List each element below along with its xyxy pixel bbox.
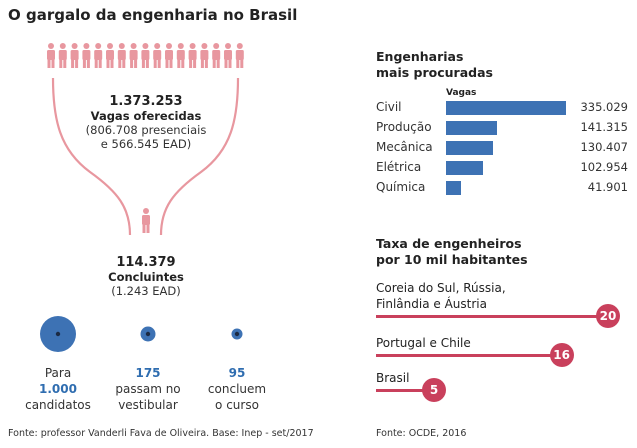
source-right: Fonte: OCDE, 2016 [376,428,467,439]
circle-2-line3: vestibular [118,398,178,412]
bar [446,141,493,155]
people-row [47,43,244,68]
vagas-column-header: Vagas [446,88,477,98]
vagas-label: Vagas oferecidas [90,109,202,123]
vagas-total: 1.373.253 [109,94,183,109]
rate-category-line: Coreia do Sul, Rússia, [376,281,506,295]
person-icon [94,43,103,68]
circle-3-line2: concluem [207,382,267,396]
rate-category-label: Coreia do Sul, Rússia, Finlândia e Áustri… [376,280,506,312]
circle-label-2: 175 passam no vestibular [108,365,188,413]
bar-category-label: Química [376,180,426,194]
person-icon [82,43,91,68]
ratio-circles [40,316,243,352]
person-icon [142,208,150,233]
concluintes-detail: (1.243 EAD) [111,284,181,298]
rates-heading-1: Taxa de engenheiros [376,236,522,251]
engineering-heading: Engenharias mais procuradas [376,49,493,81]
circle-1-line1: Para [44,366,72,380]
person-icon [176,43,185,68]
engineering-bar-chart: Civil 335.029 Produção 141.315 Mecânica 130.4… [376,100,628,200]
bar-category-label: Produção [376,120,432,134]
bar-value-label: 102.954 [580,160,628,174]
bar [446,121,497,135]
circle-1-line3: candidatos [25,398,91,412]
circle-2-line2: passam no [115,382,181,396]
person-icon [165,43,173,68]
circle-2-value: 175 [135,366,161,380]
engineering-heading-2: mais procuradas [376,65,493,80]
bar-value-label: 141.315 [580,120,628,134]
person-icon [129,43,138,68]
person-icon [117,43,126,68]
circle-3-value: 95 [228,366,246,380]
rates-heading: Taxa de engenheiros por 10 mil habitante… [376,236,528,268]
circle-label-3: 95 concluem o curso [197,365,277,413]
circle-1-value: 1.000 [39,382,77,396]
vagas-detail-1: (806.708 presenciais [85,123,207,137]
bar-category-label: Mecânica [376,140,433,154]
funnel-right-line [159,77,240,236]
rate-value-badge: 20 [596,304,620,328]
person-icon [235,43,244,68]
rate-category-line: Brasil [376,371,410,385]
page-title: O gargalo da engenharia no Brasil [8,6,298,24]
bar [446,161,483,175]
rates-heading-2: por 10 mil habitantes [376,252,528,267]
bar [446,181,461,195]
person-icon [106,43,114,68]
rate-bar [376,354,562,357]
person-icon [141,43,150,68]
funnel-left-line [51,77,132,236]
vagas-detail-2: e 566.545 EAD) [100,137,192,151]
bar-value-label: 335.029 [580,100,628,114]
concluintes-label: Concluintes [108,270,184,284]
source-left: Fonte: professor Vanderli Fava de Olivei… [8,428,314,439]
person-icon [224,43,232,68]
circle-3-line3: o curso [215,398,259,412]
rate-value-badge: 5 [422,378,446,402]
circle-label-1: Para 1.000 candidatos [18,365,98,413]
bar-category-label: Civil [376,100,402,114]
person-icon [200,43,209,68]
rate-bar [376,315,608,318]
person-icon [47,43,55,68]
engineering-heading-1: Engenharias [376,49,464,64]
person-icon [70,43,79,68]
funnel-graphic [47,43,244,236]
rate-category-line: Finlândia e Áustria [376,297,487,311]
person-icon [153,43,162,68]
concluintes-block: 114.379 Concluintes (1.243 EAD) [86,255,206,298]
bar-category-label: Elétrica [376,160,422,174]
rate-bar [376,389,434,392]
concluintes-total: 114.379 [116,255,176,270]
person-icon [188,43,197,68]
rate-category-label: Portugal e Chile [376,335,471,351]
person-icon [212,43,221,68]
rate-category-line: Portugal e Chile [376,336,471,350]
bar-value-label: 41.901 [587,180,628,194]
rate-value-badge: 16 [549,343,574,367]
person-icon [58,43,67,68]
bar-value-label: 130.407 [580,140,628,154]
rates-chart: Coreia do Sul, Rússia, Finlândia e Áustri… [376,280,628,405]
bar [446,101,566,115]
vagas-block: 1.373.253 Vagas oferecidas (806.708 pres… [66,94,226,151]
person-icon [142,208,150,233]
rate-category-label: Brasil [376,370,409,386]
